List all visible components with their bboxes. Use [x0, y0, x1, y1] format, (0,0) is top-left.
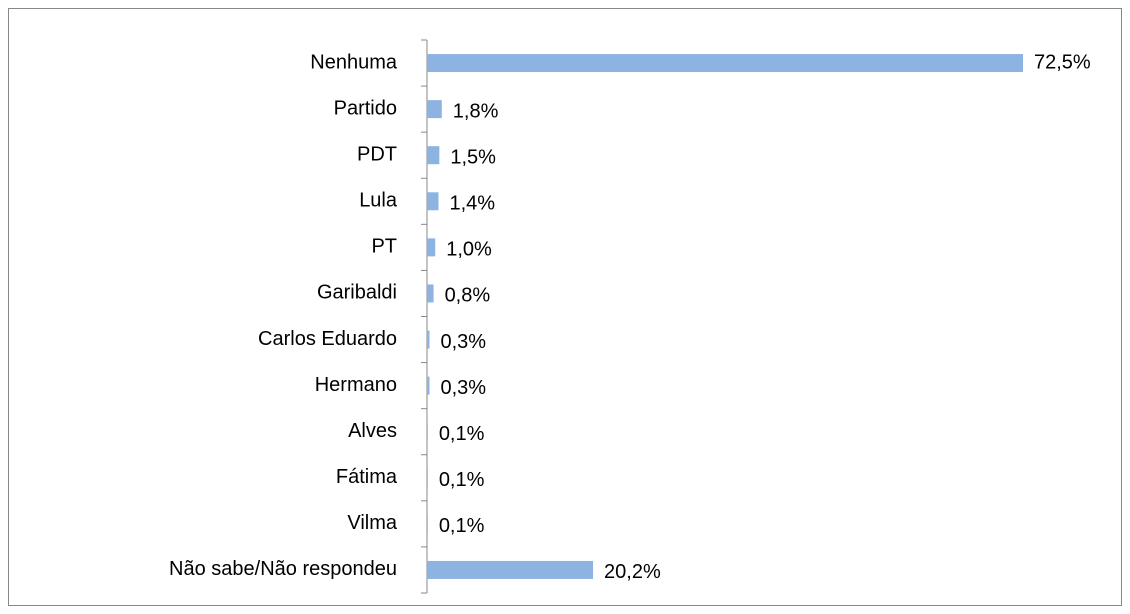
bar: [427, 468, 428, 487]
bar: [427, 192, 439, 211]
bar: [427, 514, 428, 533]
bar: [427, 284, 434, 303]
category-label: PDT: [357, 143, 397, 165]
bar: [427, 146, 440, 165]
bar: [427, 376, 430, 395]
chart-border: [8, 8, 1122, 606]
value-label: 1,4%: [450, 193, 496, 215]
bar: [427, 100, 442, 119]
category-label: Lula: [359, 190, 398, 212]
bar: [427, 238, 436, 257]
value-label: 1,0%: [446, 239, 492, 261]
value-label: 20,2%: [604, 561, 661, 583]
category-label: Partido: [334, 97, 397, 119]
value-label: 72,5%: [1034, 51, 1091, 73]
category-label: Garibaldi: [317, 282, 397, 304]
category-label: Alves: [348, 420, 397, 442]
category-label: Hermano: [315, 374, 397, 396]
bar: [427, 422, 428, 441]
value-label: 0,3%: [440, 377, 486, 399]
bar: [427, 330, 430, 349]
category-label: PT: [371, 236, 397, 258]
value-label: 0,1%: [439, 423, 485, 445]
value-label: 0,3%: [440, 331, 486, 353]
category-label: Fátima: [336, 466, 398, 488]
bar: [427, 560, 594, 579]
value-label: 1,8%: [453, 100, 499, 122]
category-label: Nenhuma: [310, 51, 398, 73]
category-label: Vilma: [347, 512, 398, 534]
category-label: Não sabe/Não respondeu: [169, 558, 397, 580]
value-label: 0,1%: [439, 515, 485, 537]
bar: [427, 54, 1023, 73]
value-label: 0,1%: [439, 469, 485, 491]
value-label: 1,5%: [450, 146, 496, 168]
value-label: 0,8%: [445, 285, 491, 307]
category-label: Carlos Eduardo: [258, 328, 397, 350]
